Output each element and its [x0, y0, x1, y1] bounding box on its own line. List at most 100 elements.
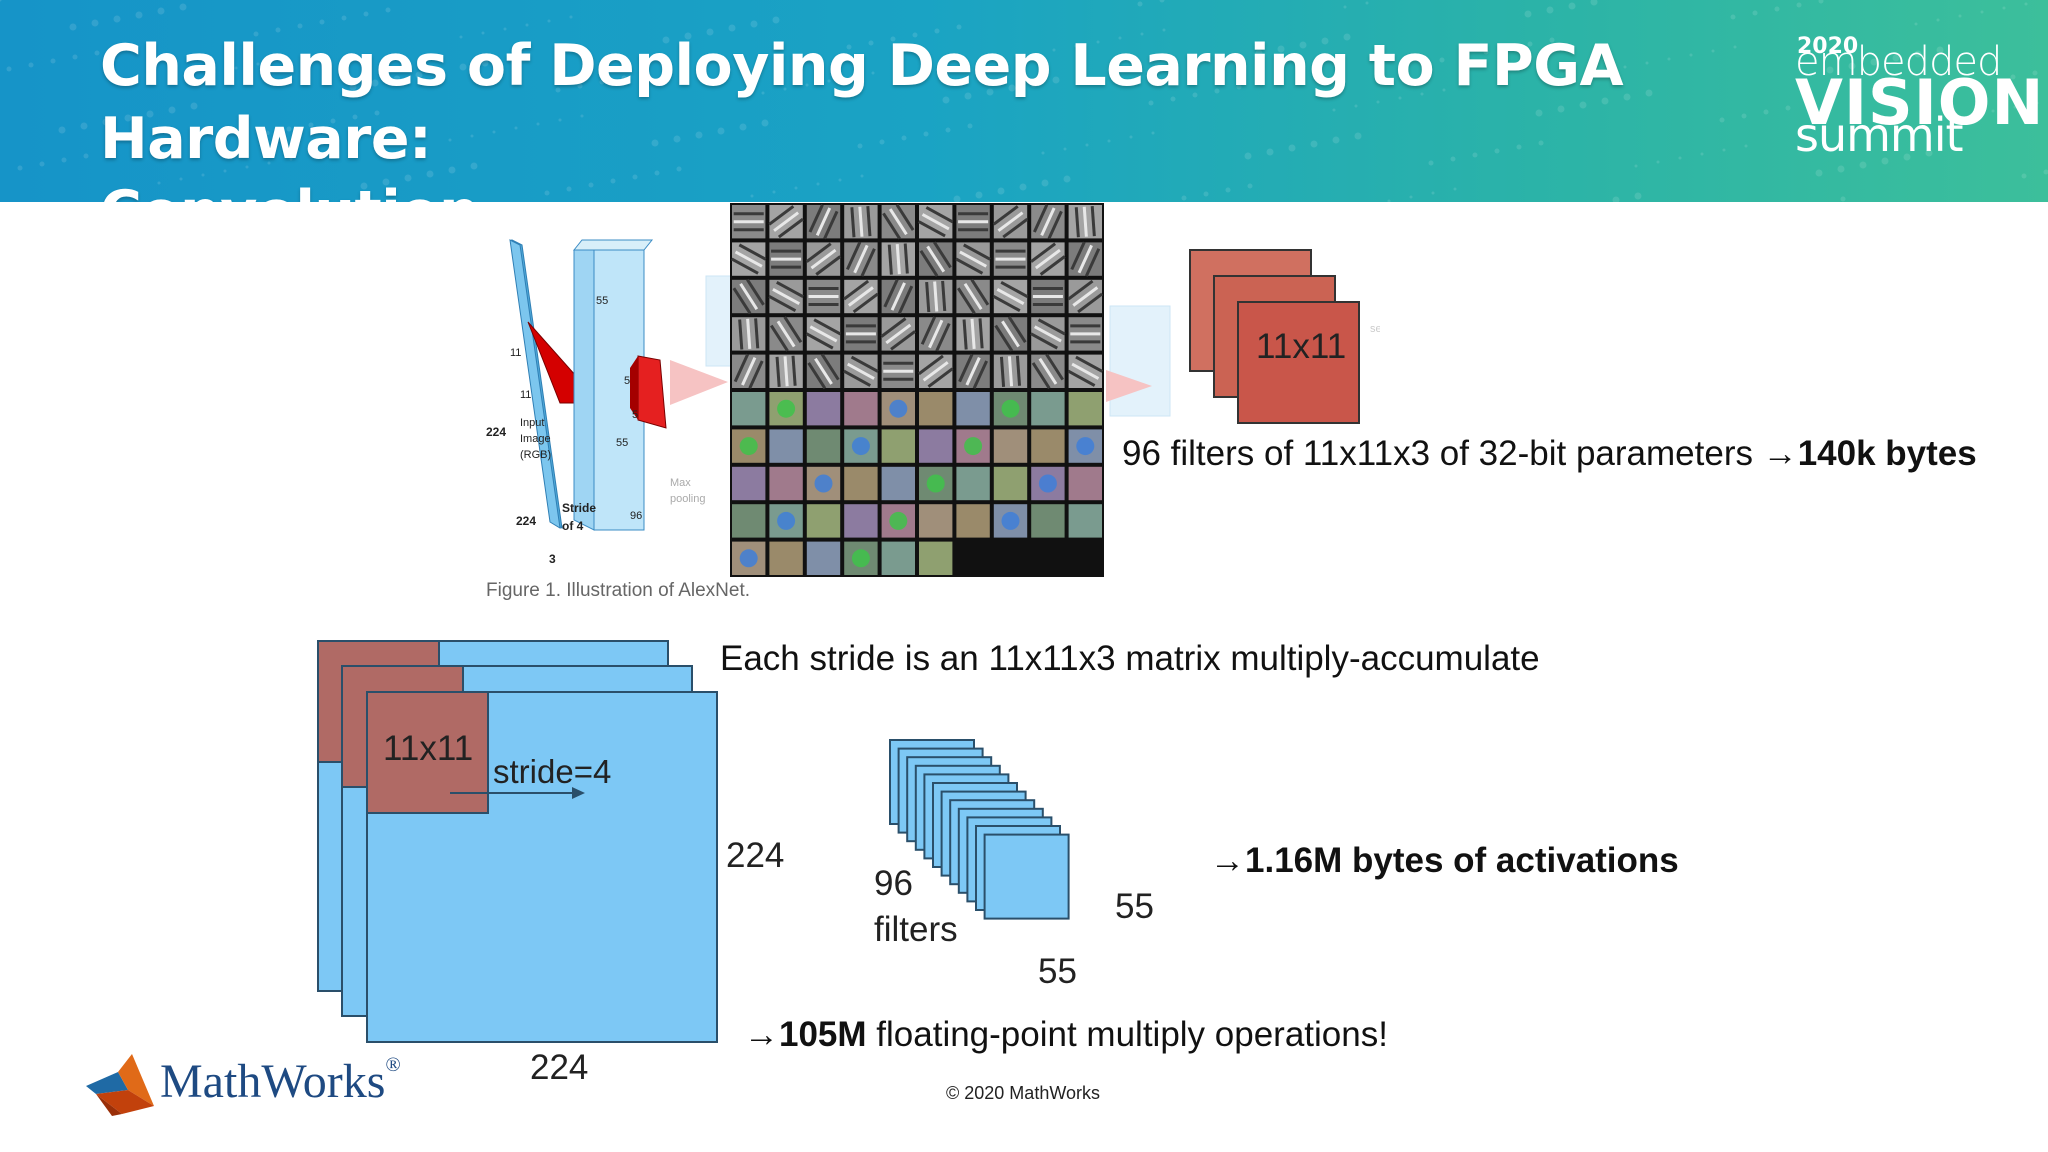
filter-stripe	[730, 257, 759, 275]
filter-stripe	[1007, 316, 1027, 344]
header-dot	[838, 178, 842, 182]
filter-stripe	[783, 356, 789, 387]
filter-color-blob	[851, 549, 870, 568]
filter-stripe	[1039, 255, 1066, 276]
filter-color-blob	[889, 399, 908, 418]
filter-cell	[769, 429, 803, 463]
filter-stripe	[992, 294, 1021, 313]
header-dot	[1634, 164, 1638, 168]
header-dot	[1796, 2, 1802, 8]
header-dot	[1722, 148, 1726, 152]
header-dot	[975, 191, 983, 199]
header-dot	[558, 118, 562, 122]
input-height-label: 224	[726, 836, 784, 875]
input-slab-face	[509, 239, 561, 529]
header-dot	[577, 83, 583, 89]
header-dot	[1711, 49, 1715, 53]
filter-stripe	[823, 210, 839, 240]
filter-cell	[844, 392, 878, 426]
header-dot	[1332, 136, 1340, 144]
filter-stripe	[925, 206, 954, 224]
filter-stripe	[805, 332, 834, 350]
header-dot	[695, 131, 703, 139]
header-dot	[1244, 152, 1252, 160]
filter-stripe	[970, 278, 990, 306]
membrane-peak	[118, 1054, 154, 1106]
filter-stripe	[1067, 279, 1094, 301]
header-dot	[1019, 183, 1027, 191]
faded-layer-2	[1109, 305, 1171, 417]
header-dot	[363, 11, 369, 17]
filter-color-blob	[926, 474, 945, 493]
header-dot	[437, 67, 445, 75]
header-dot	[1549, 37, 1555, 43]
header-dot	[1203, 191, 1209, 197]
header-dot	[728, 24, 736, 32]
header-dot	[1140, 32, 1144, 36]
header-dot	[868, 40, 874, 46]
filter-stripe	[1007, 356, 1014, 387]
alexnet-figure: 224 224 3 11 11 Input Image (RGB) Stride…	[486, 203, 1171, 577]
activation-count-unit: filters	[874, 910, 958, 949]
header-dot	[1288, 144, 1296, 152]
header-dot	[1321, 37, 1329, 45]
header-dot	[986, 88, 994, 96]
filter-cell	[1068, 504, 1102, 538]
header-dot	[1826, 66, 1834, 74]
header-dot	[805, 83, 809, 87]
filter-cell	[881, 429, 915, 463]
label-dim-224-b: 224	[516, 514, 536, 528]
filter-cell	[956, 392, 990, 426]
filter-stripe	[903, 243, 909, 274]
header-dot	[772, 16, 780, 24]
filter-stripe	[738, 243, 767, 261]
header-dot	[1453, 187, 1457, 191]
filter-stripe	[1002, 217, 1029, 239]
header-dot	[1052, 76, 1060, 84]
filter-stripe	[919, 249, 939, 277]
header-dot	[1925, 149, 1933, 157]
header-dot	[0, 0, 2, 2]
header-dot	[610, 178, 616, 184]
filter-stripe	[820, 353, 840, 381]
label-dim-5-b: 5	[632, 409, 638, 421]
filter-cell	[732, 466, 766, 501]
header-dot	[1085, 143, 1089, 147]
filter-stripe	[1033, 204, 1049, 233]
header-dot	[223, 169, 227, 173]
filter-stripe	[972, 360, 988, 389]
filter-cell	[1031, 504, 1065, 538]
header-dot	[1774, 6, 1780, 12]
header-dot	[1914, 50, 1922, 58]
header-dot	[643, 71, 649, 77]
filter-stripe	[956, 287, 976, 315]
filter-visualization-grid	[730, 203, 1104, 577]
conv1-kernel-shade	[630, 356, 638, 420]
filter-cell	[1031, 392, 1065, 426]
activation-stack: 96 filters 55 55	[874, 739, 1154, 991]
header-dot	[1483, 49, 1489, 55]
filter-cell	[956, 504, 990, 538]
header-dot	[621, 75, 627, 81]
header-dot	[1903, 153, 1911, 161]
header-dot	[2021, 173, 2027, 179]
header-dot	[1848, 62, 1856, 70]
label-max-1: Max	[670, 477, 691, 489]
filter-cell	[1031, 429, 1065, 463]
header-dot	[1343, 33, 1351, 41]
header-dot	[168, 78, 172, 82]
header-dot	[1590, 0, 1598, 6]
stride-label: stride=4	[493, 753, 611, 790]
filter-color-blob	[851, 437, 870, 456]
header-dot	[1612, 196, 1620, 202]
filter-stripe	[1074, 207, 1080, 238]
filter-cell	[806, 392, 841, 426]
header-dot	[1546, 6, 1554, 14]
slide-title-line-2: Convolution	[100, 176, 1800, 202]
header-dot	[28, 62, 34, 68]
filter-cell	[732, 392, 766, 426]
filter-stripe	[754, 318, 760, 349]
filter-stripe	[1034, 248, 1061, 270]
header-dot	[1255, 49, 1263, 57]
header-dot	[1365, 1, 1369, 5]
